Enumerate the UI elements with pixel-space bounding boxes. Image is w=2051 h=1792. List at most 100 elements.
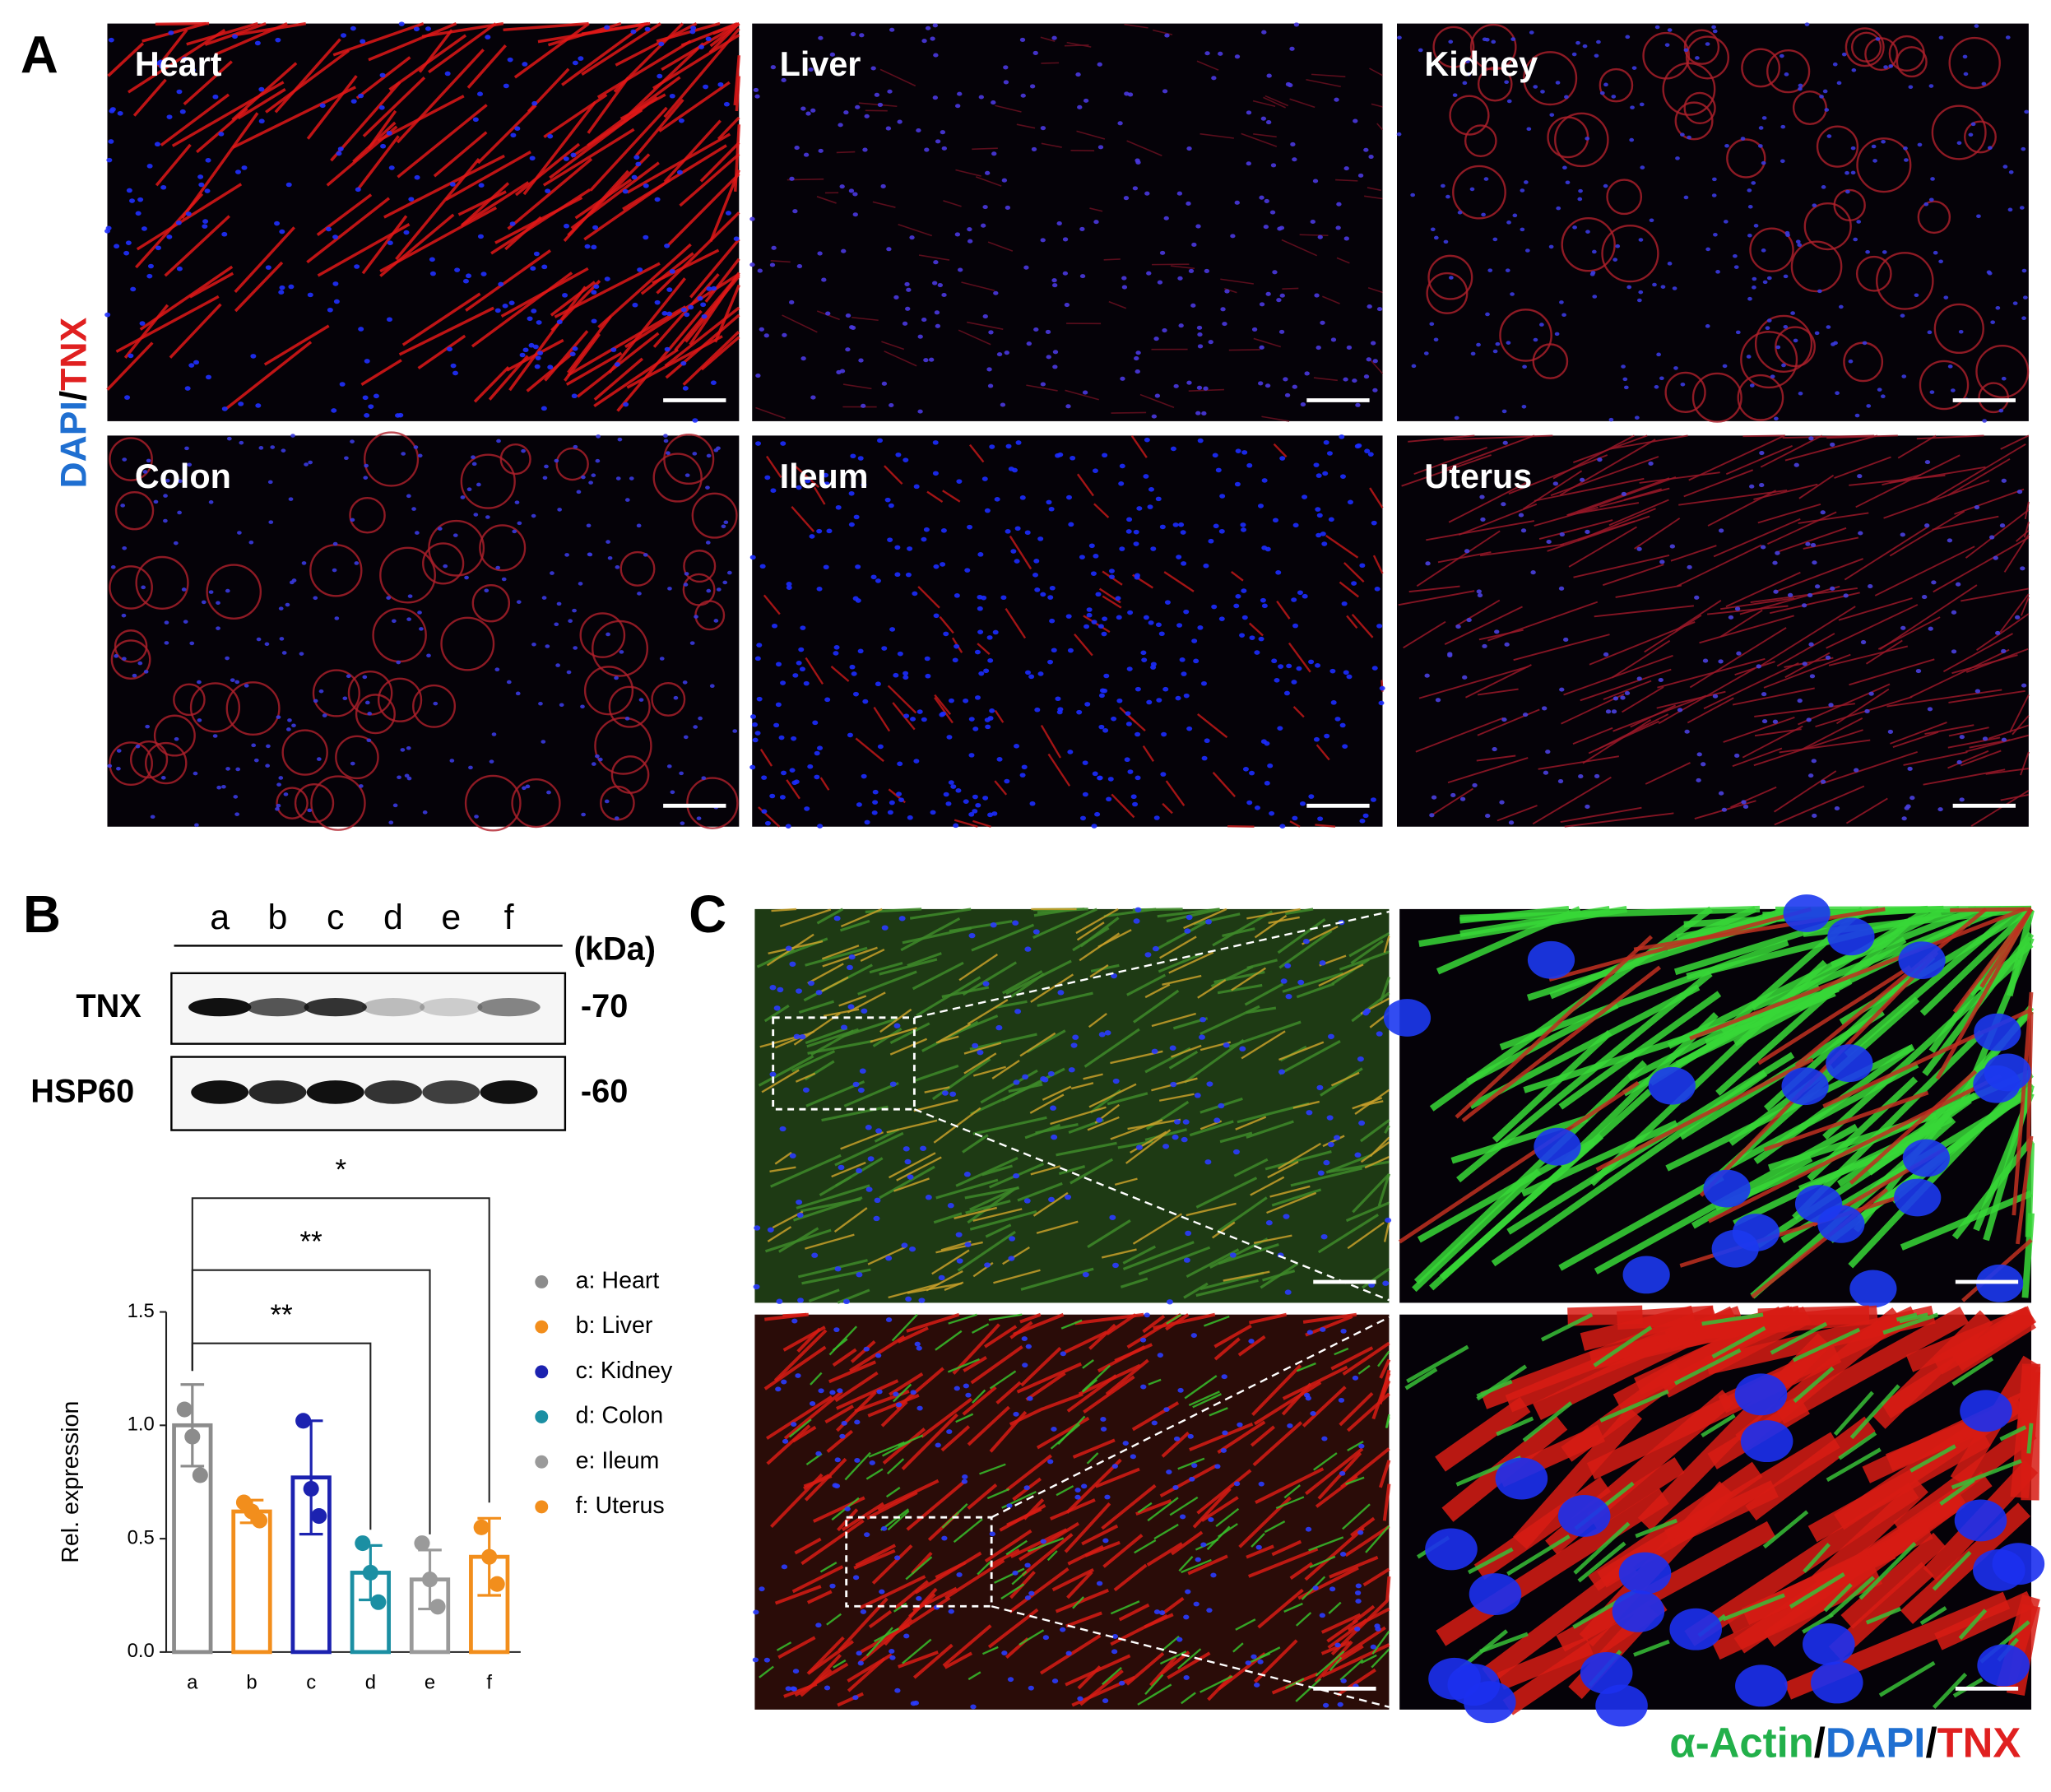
- fiber: [1343, 562, 1365, 583]
- nucleus: [1257, 504, 1264, 508]
- nucleus: [1291, 597, 1297, 602]
- nucleus: [1197, 344, 1204, 349]
- nucleus: [977, 552, 984, 557]
- nucleus: [829, 52, 836, 57]
- nucleus: [682, 680, 688, 685]
- nucleus: [816, 528, 823, 534]
- nucleus: [884, 497, 891, 503]
- nucleus: [666, 764, 672, 768]
- fiber: [795, 1072, 816, 1083]
- fiber: [1713, 518, 1801, 558]
- nucleus: [1052, 364, 1058, 369]
- nucleus: [1476, 589, 1482, 594]
- fiber: [1612, 694, 1707, 732]
- nucleus: [1218, 528, 1225, 534]
- fiber: [1087, 1219, 1131, 1248]
- data-point: [473, 1519, 490, 1535]
- fiber: [1304, 1526, 1365, 1581]
- nucleus: [930, 810, 936, 815]
- nucleus: [706, 453, 712, 458]
- fiber: [1166, 1313, 1182, 1325]
- nucleus: [193, 360, 200, 365]
- nucleus: [1625, 35, 1631, 39]
- nucleus: [1599, 91, 1605, 95]
- fiber: [1548, 907, 1812, 982]
- fiber: [1235, 1116, 1267, 1130]
- nucleus: [1881, 139, 1886, 144]
- fiber: [962, 1386, 997, 1416]
- fiber: [1264, 1520, 1286, 1534]
- nucleus: [446, 346, 452, 352]
- ring: [579, 612, 626, 658]
- fiber: [507, 157, 593, 230]
- fiber: [1757, 1305, 1870, 1327]
- nucleus: [1143, 474, 1149, 479]
- nucleus: [808, 980, 814, 987]
- legend-marker: [535, 1455, 549, 1469]
- nucleus: [1042, 1635, 1050, 1641]
- fiber: [274, 38, 341, 114]
- nucleus: [1222, 322, 1227, 327]
- nucleus: [789, 768, 796, 773]
- fiber: [1030, 973, 1074, 1003]
- nucleus: [477, 91, 484, 96]
- nucleus: [1541, 706, 1548, 711]
- fiber: [1275, 1496, 1305, 1510]
- fiber: [684, 275, 740, 343]
- fiber: [1644, 614, 1702, 653]
- fiber: [1315, 1474, 1358, 1508]
- nucleus: [1888, 64, 1894, 68]
- fiber: [770, 1154, 842, 1188]
- fiber: [1413, 1060, 1647, 1284]
- fiber: [1770, 1321, 1828, 1355]
- nucleus: [1585, 529, 1590, 534]
- nucleus: [1518, 513, 1524, 518]
- nucleus: [1962, 54, 1968, 59]
- nucleus: [791, 736, 797, 741]
- fiber: [1667, 908, 1942, 1049]
- nucleus: [316, 757, 322, 761]
- nucleus: [1362, 813, 1369, 819]
- nucleus: [663, 439, 669, 443]
- nucleus: [1450, 792, 1456, 797]
- fiber: [773, 1329, 828, 1382]
- nucleus: [253, 758, 259, 763]
- fiber: [766, 1424, 811, 1465]
- fiber: [1730, 786, 1777, 808]
- stain-part: DAPI: [53, 401, 94, 488]
- nucleus: [218, 132, 225, 137]
- nucleus: [833, 645, 840, 650]
- fiber: [1026, 384, 1058, 392]
- nucleus: [1197, 625, 1204, 630]
- nucleus: [1364, 448, 1371, 454]
- fiber: [1306, 79, 1341, 88]
- nucleus: [1649, 218, 1654, 223]
- fiber: [1723, 716, 1795, 743]
- nucleus: [221, 406, 228, 411]
- nucleus: [1051, 1134, 1058, 1140]
- nucleus: [1025, 670, 1032, 675]
- nucleus: [1019, 495, 1026, 500]
- fiber: [1789, 1572, 1845, 1609]
- fiber: [1042, 1392, 1084, 1411]
- nucleus: [630, 29, 637, 35]
- fiber: [1255, 1467, 1325, 1504]
- nucleus: [1213, 1117, 1221, 1123]
- fiber: [1161, 1431, 1190, 1458]
- fiber: [1223, 1270, 1270, 1282]
- nucleus: [759, 1586, 765, 1592]
- nucleus: [258, 446, 264, 450]
- nucleus: [1283, 690, 1290, 696]
- nucleus: [1125, 529, 1132, 534]
- ring: [1427, 254, 1473, 300]
- fiber: [1168, 1050, 1199, 1070]
- nucleus: [333, 299, 340, 304]
- nucleus: [1974, 689, 1981, 694]
- nucleus: [898, 916, 906, 922]
- nucleus: [1269, 810, 1275, 816]
- nucleus: [545, 644, 550, 648]
- fiber: [937, 1023, 972, 1043]
- nucleus: [1177, 276, 1183, 281]
- fiber: [1988, 724, 2030, 740]
- nucleus: [1040, 1076, 1047, 1082]
